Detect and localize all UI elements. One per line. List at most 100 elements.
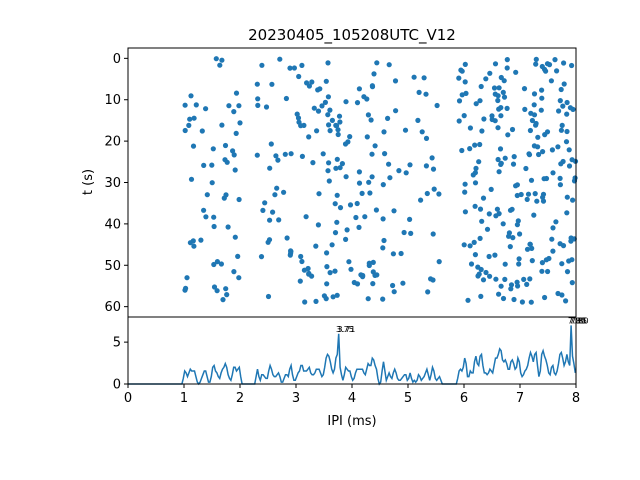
raster-point bbox=[191, 115, 197, 121]
raster-point bbox=[236, 103, 242, 109]
raster-point bbox=[266, 237, 273, 243]
raster-point bbox=[219, 57, 225, 63]
raster-point bbox=[496, 85, 502, 91]
raster-point bbox=[566, 163, 573, 169]
raster-point bbox=[548, 78, 555, 84]
raster-point bbox=[564, 128, 570, 135]
raster-point bbox=[556, 108, 562, 114]
raster-point bbox=[559, 261, 565, 267]
raster-point bbox=[291, 65, 297, 71]
raster-point bbox=[472, 142, 478, 148]
raster-point bbox=[498, 113, 504, 119]
raster-y-tick-label: 40 bbox=[104, 217, 121, 232]
raster-point bbox=[297, 278, 303, 284]
raster-point bbox=[434, 102, 440, 109]
raster-point bbox=[231, 152, 237, 158]
raster-point bbox=[521, 276, 527, 282]
raster-point bbox=[533, 61, 539, 67]
raster-point bbox=[498, 283, 504, 289]
raster-point bbox=[309, 79, 315, 85]
raster-point bbox=[493, 276, 499, 282]
raster-point bbox=[550, 248, 556, 254]
raster-point bbox=[462, 181, 468, 187]
raster-point bbox=[528, 299, 534, 305]
raster-point bbox=[222, 142, 229, 149]
raster-point bbox=[549, 236, 555, 242]
raster-point bbox=[495, 125, 501, 131]
raster-point bbox=[386, 62, 392, 68]
raster-point bbox=[288, 151, 294, 157]
raster-point bbox=[232, 167, 238, 173]
raster-point bbox=[539, 260, 546, 266]
raster-point bbox=[330, 294, 336, 300]
raster-point bbox=[359, 190, 365, 196]
raster-point bbox=[475, 264, 481, 270]
raster-point bbox=[514, 182, 521, 188]
raster-point bbox=[569, 62, 575, 69]
raster-point bbox=[320, 151, 326, 157]
raster-point bbox=[299, 153, 305, 159]
raster-point bbox=[472, 170, 478, 176]
raster-point bbox=[486, 211, 492, 217]
peak-annotation-label: 7.89 bbox=[568, 316, 586, 325]
chart-title: 20230405_105208UTC_V12 bbox=[248, 26, 456, 45]
raster-point bbox=[479, 128, 485, 134]
raster-point bbox=[568, 235, 574, 241]
raster-point bbox=[488, 186, 494, 192]
raster-point bbox=[564, 210, 570, 216]
raster-point bbox=[527, 276, 533, 282]
raster-y-ticks: 0 10 20 30 40 50 60 bbox=[104, 52, 128, 315]
raster-point bbox=[199, 128, 205, 134]
raster-point bbox=[502, 261, 508, 267]
raster-point bbox=[327, 270, 333, 276]
raster-point bbox=[211, 284, 218, 290]
peak-annotation-label: 3.71 bbox=[338, 325, 356, 334]
raster-point bbox=[509, 206, 515, 212]
raster-point bbox=[343, 236, 349, 242]
histogram-y-tick-label: 5 bbox=[113, 336, 121, 351]
raster-point bbox=[188, 176, 195, 182]
raster-point bbox=[325, 112, 331, 118]
raster-point bbox=[564, 111, 570, 117]
raster-point bbox=[354, 100, 361, 106]
raster-point bbox=[272, 192, 278, 198]
raster-point bbox=[569, 280, 575, 286]
raster-point bbox=[385, 115, 391, 121]
raster-point bbox=[315, 222, 321, 228]
raster-point bbox=[515, 283, 521, 289]
raster-point bbox=[558, 127, 565, 133]
raster-point bbox=[430, 166, 437, 172]
raster-point bbox=[303, 214, 309, 220]
raster-point bbox=[366, 179, 372, 185]
raster-point bbox=[538, 107, 544, 113]
raster-point bbox=[304, 80, 310, 86]
raster-point bbox=[467, 125, 473, 131]
raster-point bbox=[324, 264, 330, 270]
raster-point bbox=[188, 93, 194, 99]
raster-point bbox=[324, 250, 330, 256]
raster-point bbox=[393, 108, 399, 114]
raster-point bbox=[501, 94, 508, 100]
raster-point bbox=[479, 218, 485, 224]
raster-point bbox=[542, 294, 548, 301]
raster-point bbox=[365, 296, 371, 302]
histogram-line bbox=[128, 325, 577, 386]
raster-point bbox=[461, 242, 467, 248]
raster-point bbox=[354, 281, 361, 287]
raster-point bbox=[459, 68, 465, 74]
raster-point bbox=[534, 198, 540, 204]
raster-point bbox=[477, 98, 483, 104]
raster-point bbox=[552, 57, 558, 63]
raster-point bbox=[263, 104, 270, 110]
raster-point bbox=[423, 91, 429, 97]
raster-point bbox=[514, 279, 520, 285]
raster-point bbox=[566, 147, 572, 153]
raster-point bbox=[335, 127, 341, 133]
raster-point bbox=[529, 117, 536, 124]
raster-point bbox=[314, 128, 320, 134]
raster-point bbox=[236, 196, 242, 203]
raster-point bbox=[268, 141, 274, 147]
raster-point bbox=[498, 161, 504, 167]
raster-point bbox=[569, 257, 575, 263]
